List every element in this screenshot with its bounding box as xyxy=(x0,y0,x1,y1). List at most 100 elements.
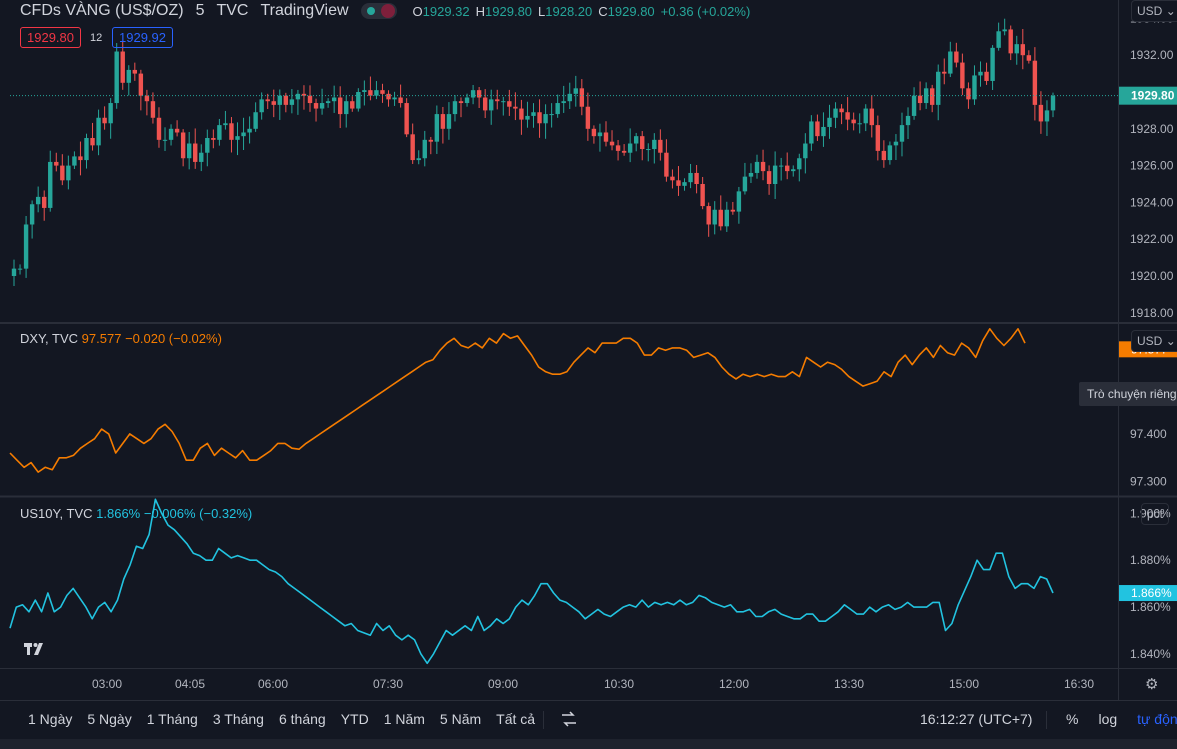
market-status-toggle[interactable] xyxy=(360,3,397,19)
auto-scale-toggle[interactable]: tự động xyxy=(1137,711,1177,727)
us10y-series-line xyxy=(9,498,1054,665)
symbol-name[interactable]: CFDs VÀNG (US$/OZ) xyxy=(20,2,184,19)
candle xyxy=(531,112,536,116)
candle xyxy=(410,134,415,161)
candle xyxy=(585,106,591,129)
dxy-series-line xyxy=(9,327,1026,473)
candle xyxy=(289,99,295,105)
percent-scale-toggle[interactable]: % xyxy=(1066,711,1079,727)
currency-selector-dxy[interactable]: USD ⌄ xyxy=(1131,330,1177,352)
candle xyxy=(766,171,772,184)
candle xyxy=(482,97,488,111)
chart-canvas[interactable]: 1934.001932.001930.001928.001926.001924.… xyxy=(0,0,1177,700)
buy-price-button[interactable]: 1929.92 xyxy=(112,27,173,48)
candle xyxy=(108,103,113,124)
time-tick-label: 09:00 xyxy=(488,677,518,691)
candle xyxy=(29,204,35,225)
candle xyxy=(754,161,760,173)
candle xyxy=(368,90,373,96)
candle xyxy=(712,209,717,225)
candle xyxy=(670,176,675,181)
candle xyxy=(972,75,977,100)
price-tick-label: 1926.00 xyxy=(1130,159,1174,173)
candle xyxy=(917,95,923,104)
candle xyxy=(241,132,246,137)
percent-scale-label[interactable]: pct xyxy=(1141,503,1170,525)
date-range-list: 1 Ngày 5 Ngày 1 Tháng 3 Tháng 6 tháng YT… xyxy=(28,711,535,727)
log-scale-toggle[interactable]: log xyxy=(1098,711,1118,727)
candle xyxy=(1032,60,1038,105)
candle xyxy=(120,51,125,83)
legend-dxy[interactable]: DXY, TVC 97.577 −0.020 (−0.02%) xyxy=(20,331,222,346)
candle xyxy=(96,117,101,146)
time-tick-label: 04:05 xyxy=(175,677,205,691)
time-tick-label: 13:30 xyxy=(834,677,864,691)
candle xyxy=(174,128,180,133)
range-1d[interactable]: 1 Ngày xyxy=(28,711,73,727)
range-ytd[interactable]: YTD xyxy=(340,711,369,727)
candle xyxy=(253,112,258,129)
candle xyxy=(911,95,917,116)
range-1y[interactable]: 1 Năm xyxy=(383,711,425,727)
candle xyxy=(229,123,234,140)
candle xyxy=(724,209,730,227)
symbol-header[interactable]: CFDs VÀNG (US$/OZ) 5 TVC TradingView O19… xyxy=(20,2,750,20)
candle xyxy=(54,161,59,166)
clock-timezone[interactable]: 16:12:27 (UTC+7) xyxy=(920,711,1033,727)
candle xyxy=(350,101,355,109)
range-3m[interactable]: 3 Tháng xyxy=(212,711,264,727)
source-label: TradingView xyxy=(260,2,349,19)
candle xyxy=(803,143,808,159)
legend-us10y[interactable]: US10Y, TVC 1.866% −0.006% (−0.32%) xyxy=(20,506,252,521)
gear-icon[interactable]: ⚙ xyxy=(1145,676,1159,693)
candle xyxy=(646,149,651,151)
candle xyxy=(615,145,621,151)
candle xyxy=(863,108,868,124)
candle xyxy=(265,99,270,102)
candle xyxy=(869,108,874,126)
range-6m[interactable]: 6 tháng xyxy=(278,711,326,727)
interval-label[interactable]: 5 xyxy=(195,2,205,19)
candle xyxy=(929,88,935,105)
sell-price-button[interactable]: 1929.80 xyxy=(20,27,81,48)
candle xyxy=(597,132,603,137)
candle xyxy=(809,121,814,144)
candle xyxy=(1026,55,1032,61)
time-tick-label: 15:00 xyxy=(949,677,979,691)
candle xyxy=(356,92,361,109)
candle xyxy=(627,143,633,153)
candle xyxy=(247,128,252,133)
candle xyxy=(875,125,881,151)
tradingview-logo-icon[interactable] xyxy=(22,640,48,658)
candle xyxy=(760,161,766,172)
candle xyxy=(66,165,71,181)
candle xyxy=(664,152,669,177)
candle xyxy=(603,132,609,142)
us10y-tick-label: 1.840% xyxy=(1130,647,1171,661)
candle xyxy=(815,121,820,137)
candle xyxy=(144,95,150,102)
candle xyxy=(549,114,554,116)
range-all[interactable]: Tất cả xyxy=(496,711,536,727)
candle xyxy=(851,119,856,124)
compare-icon[interactable] xyxy=(560,710,578,728)
candle xyxy=(821,126,826,137)
exchange-label: TVC xyxy=(216,2,249,19)
ohlc-open: O1929.32 xyxy=(412,3,470,19)
candle xyxy=(428,139,434,142)
private-chat-tooltip[interactable]: Trò chuyện riêng xyxy=(1079,382,1177,406)
bottom-panel-strip xyxy=(0,739,1177,749)
candle xyxy=(791,169,796,172)
range-5d[interactable]: 5 Ngày xyxy=(87,711,132,727)
candle xyxy=(966,88,971,100)
price-tick-label: 1924.00 xyxy=(1130,195,1174,209)
currency-selector[interactable]: USD ⌄ xyxy=(1131,0,1177,22)
legend-dxy-change: −0.020 (−0.02%) xyxy=(125,331,222,346)
candle xyxy=(1008,29,1013,54)
candle xyxy=(404,103,409,135)
range-1m[interactable]: 1 Tháng xyxy=(146,711,198,727)
candle xyxy=(48,161,53,208)
legend-dxy-value: 97.577 xyxy=(81,331,122,346)
range-5y[interactable]: 5 Năm xyxy=(439,711,482,727)
candle xyxy=(168,128,174,140)
